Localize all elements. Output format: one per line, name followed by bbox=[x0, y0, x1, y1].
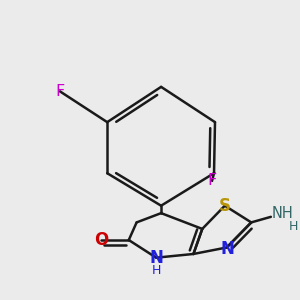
Text: F: F bbox=[207, 173, 217, 188]
Text: S: S bbox=[219, 197, 231, 215]
Text: F: F bbox=[56, 84, 65, 99]
Text: O: O bbox=[94, 231, 109, 249]
Text: H: H bbox=[289, 220, 298, 232]
Text: N: N bbox=[149, 249, 163, 267]
Text: N: N bbox=[221, 239, 235, 257]
Text: H: H bbox=[152, 264, 161, 277]
Text: NH: NH bbox=[272, 206, 294, 221]
